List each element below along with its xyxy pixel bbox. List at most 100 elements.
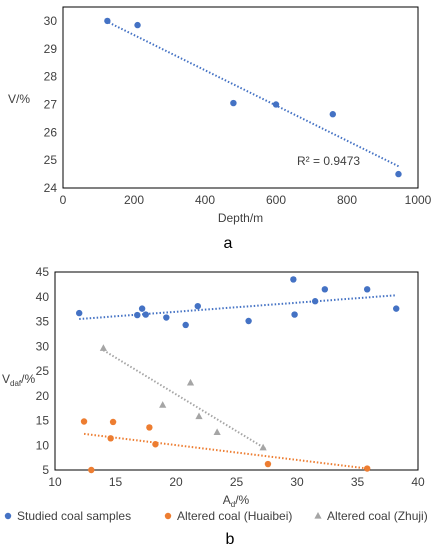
trendline [83, 432, 368, 470]
chart-panel-a: 0 200 400 600 800 1000 24 25 26 27 28 29 30 R² = 0.… [8, 6, 432, 252]
x-tick-label: 200 [124, 193, 144, 207]
x-tick-labels-a: 0 200 400 600 800 1000 [60, 193, 432, 207]
x-axis-label-main: A [223, 493, 231, 507]
y-tick-label: 30 [36, 339, 50, 353]
data-point [195, 412, 203, 420]
y-tick-label: 20 [36, 389, 50, 403]
y-axis-label-b: Vdaf/% [2, 372, 35, 388]
data-point [138, 305, 146, 312]
legend-label: Altered coal (Huaibei) [177, 509, 292, 523]
legend-label: Altered coal (Zhuji) [327, 509, 428, 523]
data-point [321, 286, 329, 293]
data-point [182, 321, 189, 329]
data-point [245, 317, 252, 325]
x-tick-label: 10 [48, 475, 62, 489]
data-point [107, 435, 114, 442]
data-point [109, 418, 117, 426]
x-tick-label: 400 [195, 193, 215, 207]
y-tick-label: 27 [44, 97, 58, 111]
data-point [142, 311, 149, 318]
data-point [80, 418, 88, 425]
data-point [311, 298, 319, 305]
legend-label: Studied coal samples [17, 509, 131, 523]
x-tick-label: 800 [337, 193, 357, 207]
data-point [186, 378, 195, 386]
data-point [88, 466, 95, 474]
y-tick-label: 26 [44, 125, 58, 139]
y-tick-labels-b: 5 10 15 20 25 30 35 40 45 [36, 265, 50, 477]
data-point [291, 311, 298, 318]
data-point [395, 170, 402, 178]
legend-marker [314, 512, 322, 519]
y-tick-label: 29 [44, 42, 58, 56]
x-tick-label: 15 [109, 475, 123, 489]
y-axis-label-main: V [2, 372, 10, 386]
data-point [163, 314, 170, 321]
data-point [146, 424, 153, 431]
trendline [105, 20, 401, 169]
x-tick-label: 600 [266, 193, 286, 207]
data-point [363, 286, 371, 293]
y-axis-label-a: V/% [8, 92, 30, 106]
trendline [102, 349, 267, 450]
data-point [104, 17, 111, 25]
data-point [213, 428, 221, 435]
data-point [194, 302, 201, 310]
data-point [264, 460, 272, 468]
data-point [290, 276, 297, 283]
plot-frame-b [54, 271, 419, 471]
x-tick-label: 40 [411, 475, 425, 489]
y-tick-label: 24 [44, 181, 58, 195]
data-point [159, 401, 167, 408]
x-tick-labels-b: 10 15 20 25 30 35 40 [48, 475, 425, 489]
x-axis-label-suffix: /% [235, 493, 249, 507]
x-tick-label: 0 [60, 193, 67, 207]
data-points-b [76, 276, 400, 474]
x-axis-label-subscript: d [231, 500, 235, 509]
data-point [99, 344, 107, 351]
x-tick-label: 20 [169, 475, 183, 489]
trendline [79, 294, 397, 321]
data-point [329, 111, 336, 118]
data-point [76, 309, 83, 317]
y-tick-label: 15 [36, 414, 50, 428]
x-axis-label-b: Ad/% [223, 493, 250, 509]
y-tick-labels-a: 24 25 26 27 28 29 30 [44, 14, 58, 195]
y-tick-label: 5 [42, 463, 49, 477]
y-tick-label: 40 [36, 290, 50, 304]
panel-label-b: b [226, 531, 235, 548]
y-axis-label-suffix: /% [21, 372, 35, 386]
y-tick-label: 25 [36, 364, 50, 378]
x-tick-label: 25 [230, 475, 244, 489]
legend-marker [4, 512, 12, 520]
r-squared-annotation: R² = 0.9473 [297, 154, 360, 168]
data-point [134, 21, 141, 29]
data-point [134, 311, 141, 319]
y-tick-label: 25 [44, 153, 58, 167]
legend-marker [164, 512, 172, 520]
data-point [259, 443, 267, 451]
x-tick-label: 35 [351, 475, 365, 489]
x-tick-label: 30 [290, 475, 304, 489]
data-point [363, 465, 371, 472]
legend-b: Studied coal samples Altered coal (Huaibe… [4, 509, 428, 523]
trendlines-a [105, 20, 401, 169]
data-point [272, 101, 280, 108]
data-point [393, 305, 400, 312]
data-points-a [104, 17, 402, 178]
x-tick-label: 1000 [405, 193, 432, 207]
y-tick-label: 35 [36, 315, 50, 329]
data-point [152, 441, 159, 448]
trendlines-b [79, 294, 397, 470]
plot-frame-a [62, 6, 419, 189]
x-axis-label-a: Depth/m [218, 211, 263, 225]
y-tick-label: 45 [36, 265, 50, 279]
panel-label-a: a [224, 235, 233, 252]
y-tick-label: 28 [44, 70, 58, 84]
data-point [230, 99, 237, 107]
y-tick-label: 10 [36, 438, 50, 452]
y-axis-label-subscript: daf [10, 379, 22, 388]
y-tick-label: 30 [44, 14, 58, 28]
